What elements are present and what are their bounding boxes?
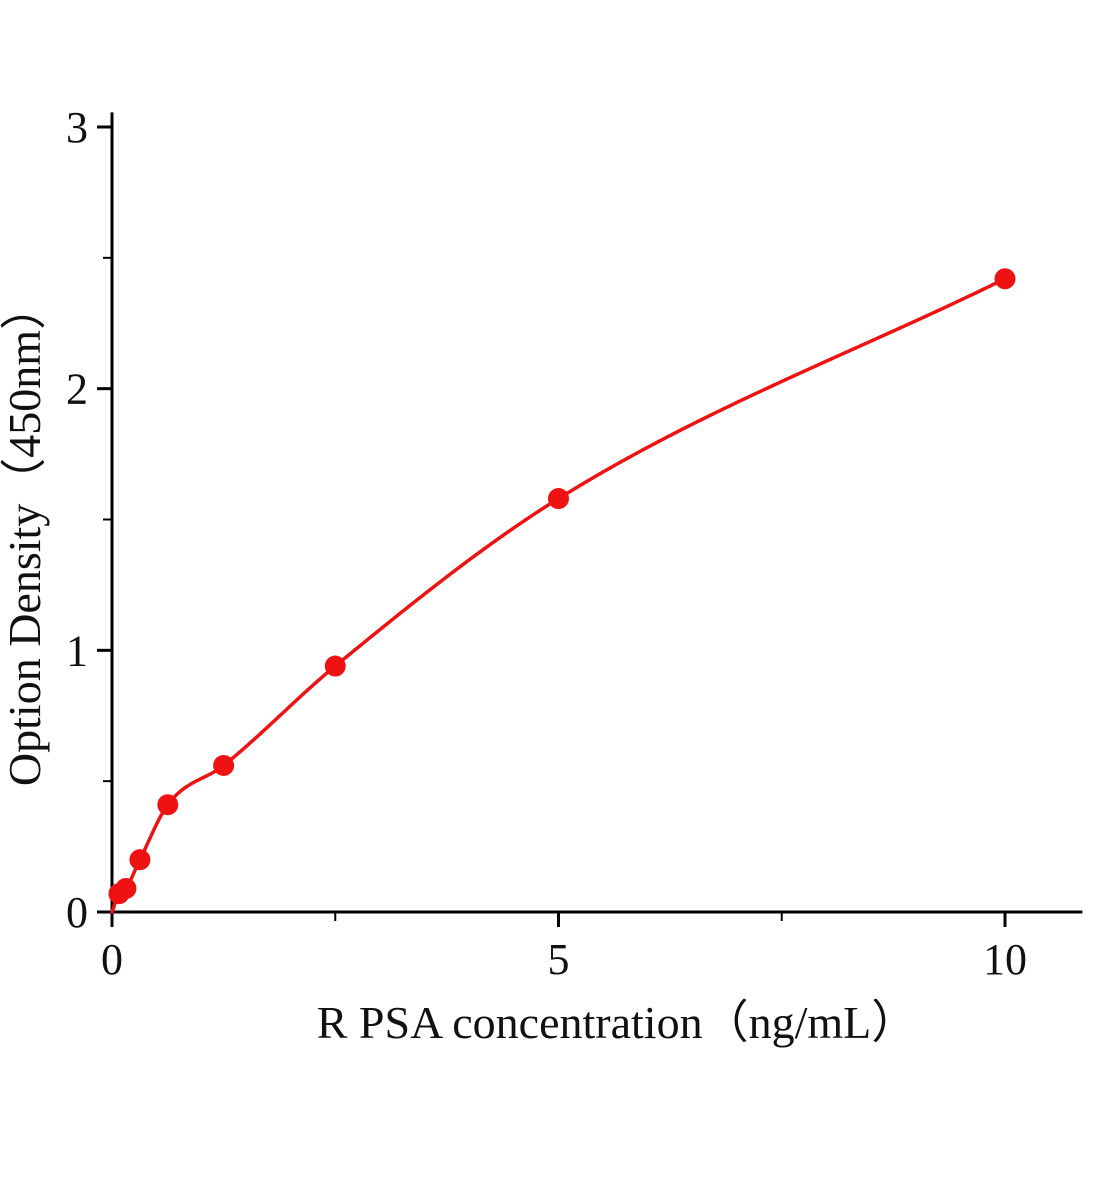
y-tick-label: 0 xyxy=(66,888,88,937)
x-tick-label: 5 xyxy=(548,935,570,984)
data-point-marker xyxy=(994,268,1016,290)
plot-layer: 0 5 10 0 1 2 3 xyxy=(66,103,1083,984)
axes-lines xyxy=(110,112,1083,914)
y-tick-label: 1 xyxy=(66,626,88,675)
y-tick-label: 3 xyxy=(66,103,88,152)
x-tick-label: 0 xyxy=(101,935,123,984)
data-point-marker xyxy=(548,488,569,510)
x-tick-label: 10 xyxy=(983,935,1027,984)
data-point-marker xyxy=(213,754,235,776)
y-axis-title: Option Density（450nm） xyxy=(0,284,50,786)
y-tick-label: 2 xyxy=(66,365,88,414)
data-point-marker xyxy=(129,849,151,871)
data-point-marker xyxy=(157,794,179,816)
data-point-marker xyxy=(115,877,137,899)
x-axis-title: R PSA concentration（ng/mL） xyxy=(317,997,918,1048)
fit-curve xyxy=(110,277,1007,914)
data-point-marker xyxy=(324,655,346,677)
